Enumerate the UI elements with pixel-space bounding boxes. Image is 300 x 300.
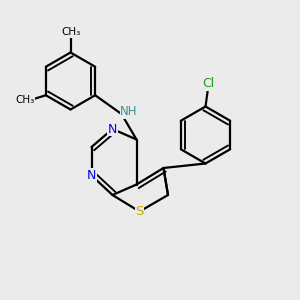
Text: NH: NH [120,105,138,118]
Text: CH₃: CH₃ [15,95,34,105]
Text: N: N [87,169,96,182]
Text: N: N [108,122,117,136]
Text: Cl: Cl [202,77,214,90]
Text: S: S [135,205,144,218]
Text: CH₃: CH₃ [61,27,80,37]
